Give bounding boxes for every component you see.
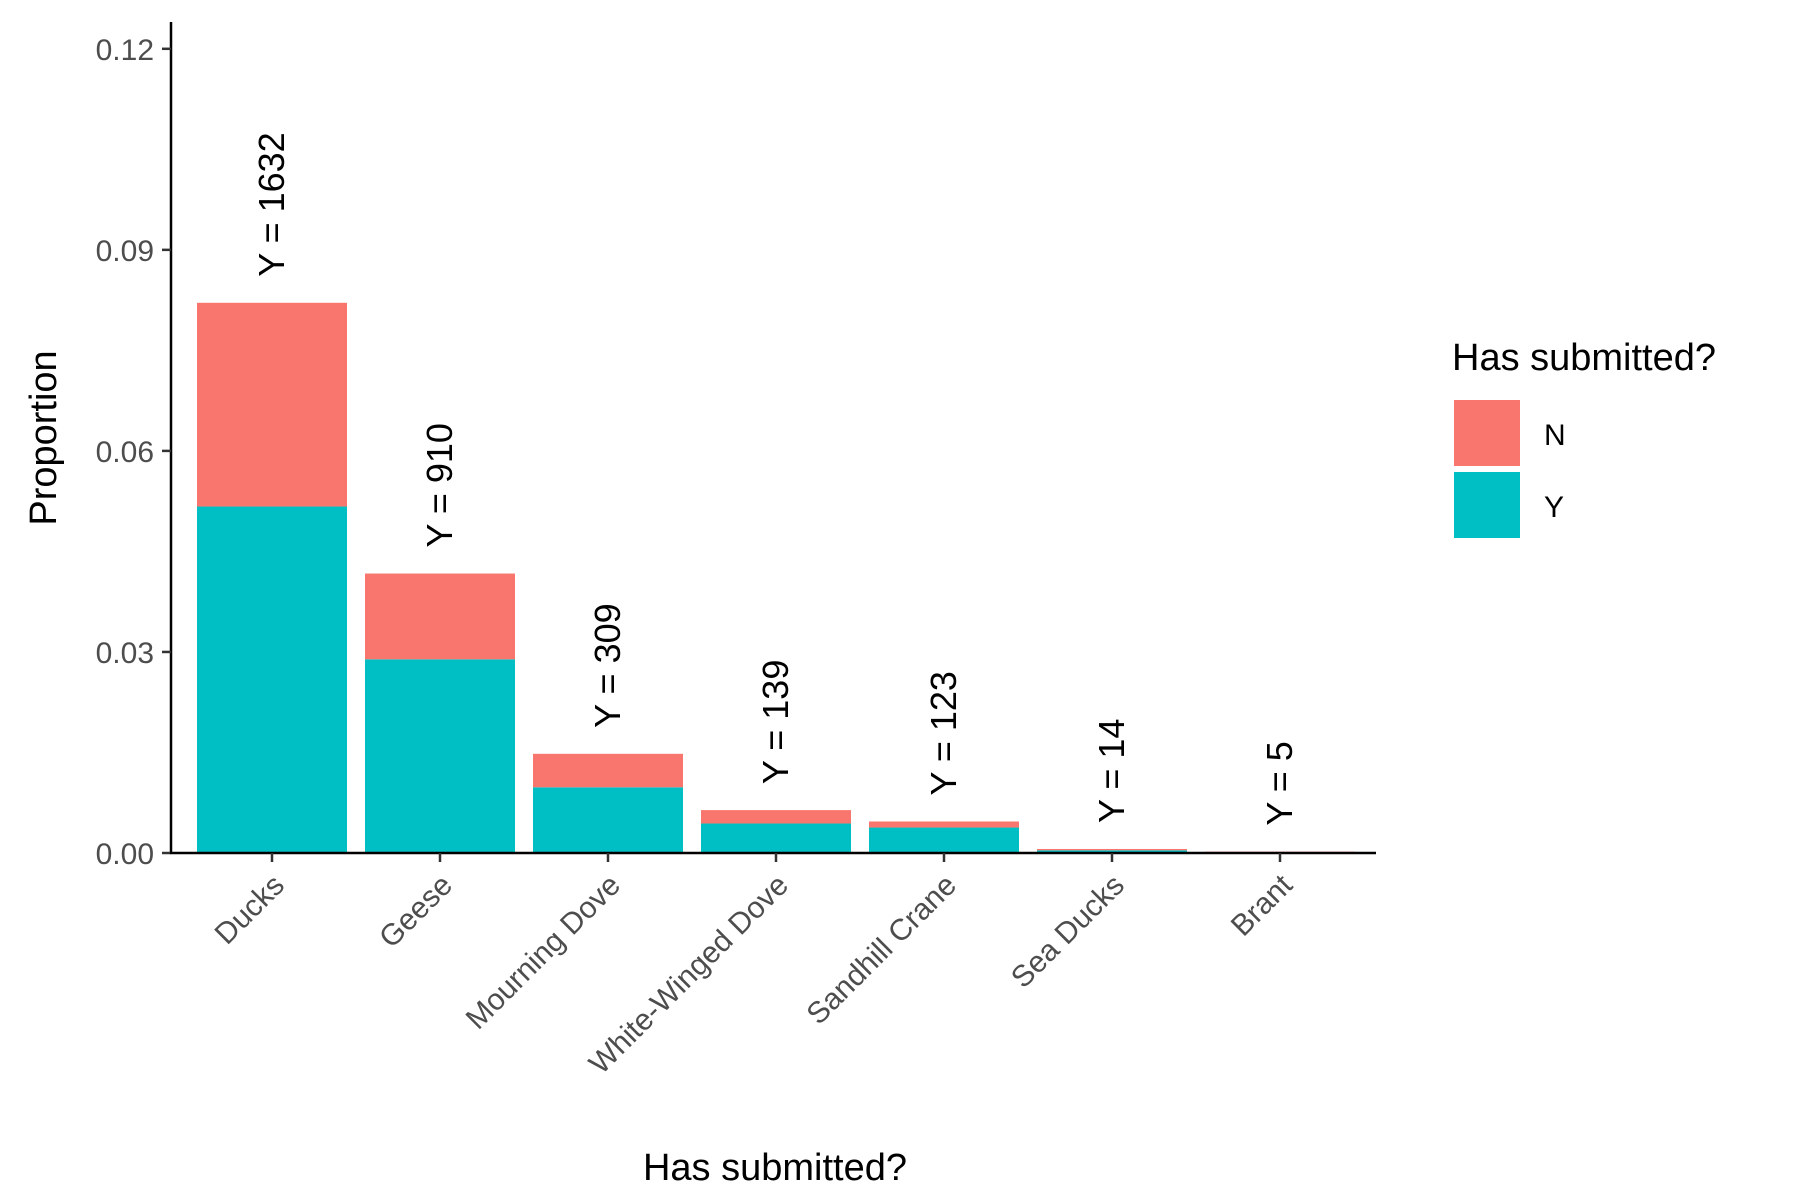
bar-label-sandhill-crane: Y = 123	[923, 671, 964, 795]
x-tick-label-ducks: Ducks	[209, 869, 291, 951]
bar-label-geese: Y = 910	[419, 423, 460, 547]
bar-labels-group: Y = 1632 Y = 910 Y = 309 Y = 139 Y = 123 Y = …	[251, 132, 1300, 825]
x-tick-label-sandhill-crane: Sandhill Crane	[800, 869, 962, 1031]
bar-label-sea-ducks: Y = 14	[1091, 719, 1132, 823]
y-axis-title: Proportion	[23, 350, 65, 525]
x-tick-label-brant: Brant	[1225, 868, 1300, 943]
bar-sea-ducks-n	[1037, 848, 1187, 851]
y-tick-label: 0.06	[96, 436, 154, 469]
bar-ducks-n	[197, 302, 347, 507]
bar-ducks-y	[197, 506, 347, 853]
bar-sandhill-crane-y	[869, 827, 1019, 853]
bars-group	[197, 302, 1355, 853]
bar-sea-ducks-y	[1037, 850, 1187, 853]
y-axis: 0.00 0.03 0.06 0.09 0.12	[96, 22, 173, 871]
bar-geese-n	[365, 573, 515, 660]
bar-geese-y	[365, 659, 515, 853]
legend-label-n: N	[1544, 419, 1566, 452]
bar-label-brant: Y = 5	[1259, 741, 1300, 825]
bar-mourning-dove-y	[533, 787, 683, 853]
bar-label-mourning-dove: Y = 309	[587, 603, 628, 727]
x-axis-title: Has submitted?	[643, 1147, 907, 1189]
legend-swatch-n	[1454, 400, 1520, 466]
legend: Has submitted? N Y	[1452, 337, 1716, 538]
bar-white-winged-dove-n	[701, 810, 851, 824]
x-tick-label-mourning-dove: Mourning Dove	[460, 869, 627, 1036]
x-tick-label-geese: Geese	[373, 869, 459, 955]
y-tick-label: 0.09	[96, 235, 154, 268]
y-tick-label: 0.00	[96, 838, 154, 871]
legend-title: Has submitted?	[1452, 337, 1716, 379]
legend-swatch-y	[1454, 472, 1520, 538]
y-tick-label: 0.03	[96, 637, 154, 670]
bar-sandhill-crane-n	[869, 821, 1019, 828]
bar-label-white-winged-dove: Y = 139	[755, 660, 796, 784]
x-tick-label-sea-ducks: Sea Ducks	[1005, 869, 1131, 995]
legend-label-y: Y	[1544, 491, 1564, 524]
bar-white-winged-dove-y	[701, 823, 851, 853]
y-tick-label: 0.12	[96, 34, 154, 67]
bar-mourning-dove-n	[533, 753, 683, 788]
bar-label-ducks: Y = 1632	[251, 132, 292, 276]
